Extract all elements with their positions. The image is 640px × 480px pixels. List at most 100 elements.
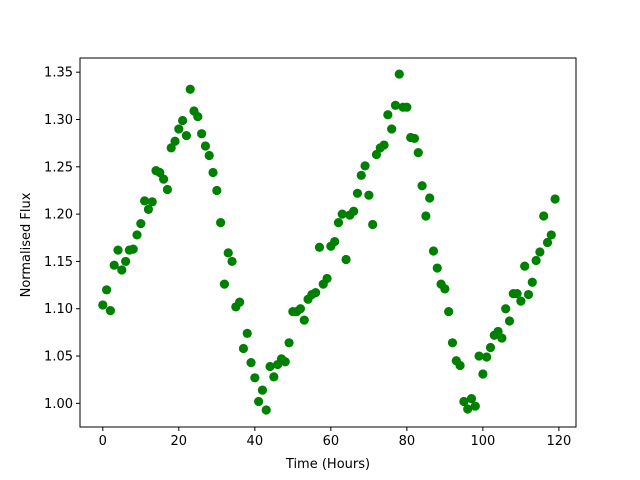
data-point bbox=[98, 300, 108, 310]
plot-area bbox=[80, 58, 576, 427]
data-point bbox=[250, 373, 260, 383]
x-tick-label: 0 bbox=[99, 434, 107, 449]
data-point bbox=[368, 219, 378, 230]
data-point bbox=[162, 184, 173, 195]
data-point bbox=[402, 102, 412, 112]
data-point bbox=[409, 133, 420, 144]
data-point bbox=[523, 289, 534, 300]
data-point bbox=[440, 284, 450, 294]
x-tick-label: 120 bbox=[546, 434, 571, 449]
data-point bbox=[170, 136, 180, 146]
data-point bbox=[295, 304, 306, 314]
data-point bbox=[102, 285, 112, 295]
data-point bbox=[413, 148, 423, 158]
data-point bbox=[542, 237, 553, 248]
data-point bbox=[257, 385, 268, 395]
data-point bbox=[390, 100, 401, 110]
x-tick-label: 40 bbox=[247, 434, 264, 449]
data-point bbox=[421, 211, 431, 221]
data-point bbox=[238, 343, 249, 354]
data-point bbox=[466, 394, 477, 404]
data-point bbox=[204, 150, 214, 161]
y-tick-label: 1.35 bbox=[44, 66, 73, 81]
data-point bbox=[136, 218, 146, 229]
data-point bbox=[330, 236, 340, 247]
data-point bbox=[383, 110, 393, 120]
y-tick-label: 1.20 bbox=[44, 208, 73, 223]
data-point bbox=[531, 255, 541, 266]
data-point bbox=[121, 256, 131, 267]
axes-frame bbox=[79, 57, 577, 428]
data-point bbox=[105, 306, 116, 316]
data-point bbox=[379, 140, 389, 150]
data-point bbox=[497, 333, 507, 343]
data-point bbox=[352, 188, 363, 198]
data-point bbox=[265, 361, 275, 372]
data-point bbox=[349, 206, 359, 216]
data-point bbox=[482, 352, 492, 362]
data-point bbox=[432, 263, 442, 273]
data-point bbox=[299, 315, 309, 325]
data-point bbox=[474, 351, 484, 361]
data-point bbox=[227, 256, 237, 267]
data-point bbox=[470, 401, 480, 411]
data-point bbox=[140, 196, 150, 206]
data-point bbox=[208, 167, 218, 178]
data-point bbox=[109, 260, 119, 270]
x-axis-label: Time (Hours) bbox=[285, 457, 370, 472]
data-point bbox=[311, 288, 321, 298]
data-point bbox=[254, 396, 264, 407]
data-point bbox=[197, 129, 207, 139]
data-point bbox=[246, 358, 256, 368]
data-point bbox=[132, 230, 142, 240]
y-tick-label: 1.00 bbox=[44, 397, 73, 412]
data-point bbox=[314, 242, 325, 252]
plot-background bbox=[80, 58, 576, 427]
axes: 0 20 40 60 80 100 120 1.00 1.05 1.10 1.15 1.20 1.25 1… bbox=[44, 57, 577, 449]
data-point bbox=[444, 306, 454, 317]
data-point bbox=[284, 338, 294, 348]
data-point bbox=[504, 316, 515, 326]
data-point bbox=[394, 69, 404, 79]
data-point bbox=[223, 248, 233, 258]
data-point bbox=[212, 185, 222, 196]
data-point bbox=[117, 265, 127, 275]
y-tick-label: 1.25 bbox=[44, 160, 73, 175]
data-point bbox=[113, 245, 123, 255]
data-point bbox=[520, 261, 530, 271]
data-point bbox=[333, 218, 344, 228]
data-point bbox=[425, 193, 435, 203]
data-point bbox=[535, 247, 545, 257]
data-point bbox=[364, 190, 374, 200]
data-point bbox=[527, 277, 537, 287]
data-point bbox=[219, 279, 230, 289]
data-point bbox=[322, 273, 332, 284]
data-point bbox=[269, 372, 279, 382]
data-point bbox=[181, 130, 192, 141]
data-point bbox=[174, 124, 184, 134]
data-point bbox=[280, 357, 290, 367]
data-point bbox=[516, 296, 526, 306]
data-point bbox=[550, 194, 560, 204]
data-point bbox=[360, 161, 370, 171]
y-tick-label: 1.05 bbox=[44, 350, 73, 365]
data-point bbox=[178, 115, 188, 126]
data-point bbox=[235, 297, 245, 307]
x-tick-label: 60 bbox=[323, 434, 340, 449]
data-point bbox=[337, 209, 347, 219]
data-point bbox=[546, 230, 556, 240]
data-point bbox=[417, 181, 427, 191]
data-point bbox=[216, 218, 226, 228]
data-points bbox=[98, 69, 560, 415]
data-point bbox=[447, 338, 458, 348]
data-point bbox=[143, 204, 154, 214]
data-point bbox=[341, 254, 351, 265]
data-point bbox=[185, 84, 195, 94]
y-tick-label: 1.10 bbox=[44, 302, 73, 317]
x-tick-label: 100 bbox=[470, 434, 495, 449]
data-point bbox=[242, 328, 252, 338]
data-point bbox=[193, 112, 203, 122]
y-tick-label: 1.15 bbox=[44, 255, 73, 270]
data-point bbox=[356, 170, 366, 180]
